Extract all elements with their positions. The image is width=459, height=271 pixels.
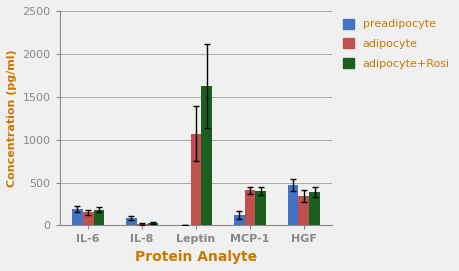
Y-axis label: Concentration (pg/ml): Concentration (pg/ml): [7, 49, 17, 187]
Bar: [255, 191, 265, 225]
Bar: [83, 212, 93, 225]
Bar: [72, 209, 83, 225]
Bar: [126, 218, 136, 225]
Bar: [308, 192, 319, 225]
Legend: preadipocyte, adipocyte, adipocyte+Rosi: preadipocyte, adipocyte, adipocyte+Rosi: [340, 17, 451, 71]
Bar: [287, 185, 298, 225]
Bar: [233, 215, 244, 225]
Bar: [244, 190, 255, 225]
Bar: [93, 209, 104, 225]
Bar: [190, 134, 201, 225]
Bar: [136, 224, 147, 225]
X-axis label: Protein Analyte: Protein Analyte: [134, 250, 257, 264]
Bar: [147, 223, 158, 225]
Bar: [298, 196, 308, 225]
Bar: [201, 86, 212, 225]
